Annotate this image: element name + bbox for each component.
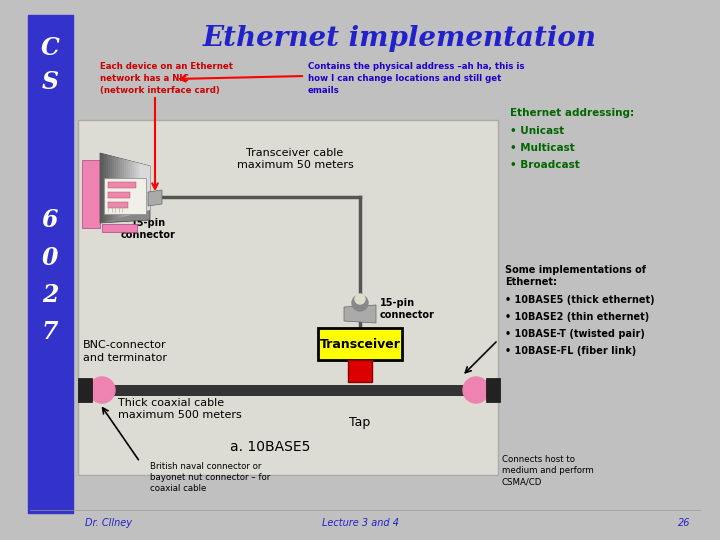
Text: Connects host to
medium and perform
CSMA/CD: Connects host to medium and perform CSMA… [502,455,594,486]
Bar [88,385,490,395]
Bar [108,202,128,208]
Bar [78,120,498,475]
Bar [104,178,146,214]
Polygon shape [128,160,130,215]
Text: • 10BASE-FL (fiber link): • 10BASE-FL (fiber link) [505,346,636,356]
Polygon shape [124,159,126,217]
Polygon shape [134,162,136,214]
Text: 0: 0 [42,246,58,270]
Polygon shape [118,158,120,218]
Text: 2: 2 [42,283,58,307]
Polygon shape [138,163,140,213]
Circle shape [89,377,115,403]
Bar [348,360,372,382]
Bar [108,182,136,188]
Circle shape [352,295,368,311]
Text: Transceiver cable
maximum 50 meters: Transceiver cable maximum 50 meters [237,148,354,171]
Polygon shape [130,161,132,215]
Bar [28,15,73,513]
Text: Dr. Cllney: Dr. Cllney [85,518,132,528]
Polygon shape [140,164,142,213]
Text: Each device on an Ethernet
network has a NIC
(network interface card): Each device on an Ethernet network has a… [100,62,233,94]
Text: BNC-connector
and terminator: BNC-connector and terminator [83,340,167,363]
Polygon shape [148,190,162,206]
Text: S: S [42,70,58,94]
Polygon shape [344,305,376,323]
Text: Transceiver: Transceiver [320,338,400,350]
Polygon shape [112,156,114,220]
Text: 7: 7 [42,320,58,344]
Polygon shape [108,155,110,221]
Text: 15-pin
connector: 15-pin connector [120,218,176,240]
Text: Tap: Tap [349,416,371,429]
Circle shape [463,377,489,403]
Text: Contains the physical address –ah ha, this is
how I can change locations and sti: Contains the physical address –ah ha, th… [308,62,524,94]
Text: Thick coaxial cable
maximum 500 meters: Thick coaxial cable maximum 500 meters [118,398,242,421]
Text: Lecture 3 and 4: Lecture 3 and 4 [322,518,398,528]
Text: • 10BASE-T (twisted pair): • 10BASE-T (twisted pair) [505,329,645,339]
Bar [102,224,137,232]
Polygon shape [136,163,138,214]
Text: Some implementations of
Ethernet:: Some implementations of Ethernet: [505,265,646,287]
Polygon shape [144,165,146,212]
Text: • Unicast: • Unicast [510,126,564,136]
Polygon shape [116,157,118,219]
Bar [318,328,402,360]
Polygon shape [126,160,128,216]
Text: 15-pin
connector: 15-pin connector [380,298,435,320]
Polygon shape [132,161,134,215]
Text: C: C [40,36,59,60]
Polygon shape [122,159,124,217]
Polygon shape [102,153,104,222]
Text: 26: 26 [678,518,690,528]
Polygon shape [146,165,148,211]
Polygon shape [100,153,102,223]
Polygon shape [110,156,112,220]
Polygon shape [100,153,150,223]
Polygon shape [104,154,106,222]
Bar [486,378,500,402]
Text: • Broadcast: • Broadcast [510,160,580,170]
Text: • Multicast: • Multicast [510,143,575,153]
Polygon shape [106,154,108,221]
Text: • 10BASE5 (thick ethernet): • 10BASE5 (thick ethernet) [505,295,654,305]
Polygon shape [114,157,116,219]
Text: 6: 6 [42,208,58,232]
Bar [78,378,92,402]
Text: • 10BASE2 (thin ethernet): • 10BASE2 (thin ethernet) [505,312,649,322]
Circle shape [355,294,365,304]
Bar [82,160,100,228]
Polygon shape [148,165,150,211]
Polygon shape [120,158,122,218]
Text: British naval connector or
bayonet nut connector – for
coaxial cable: British naval connector or bayonet nut c… [150,462,270,493]
Text: Ethernet addressing:: Ethernet addressing: [510,108,634,118]
Text: Ethernet implementation: Ethernet implementation [203,25,597,52]
Bar [108,192,130,198]
Text: a. 10BASE5: a. 10BASE5 [230,440,310,454]
Polygon shape [142,164,144,212]
